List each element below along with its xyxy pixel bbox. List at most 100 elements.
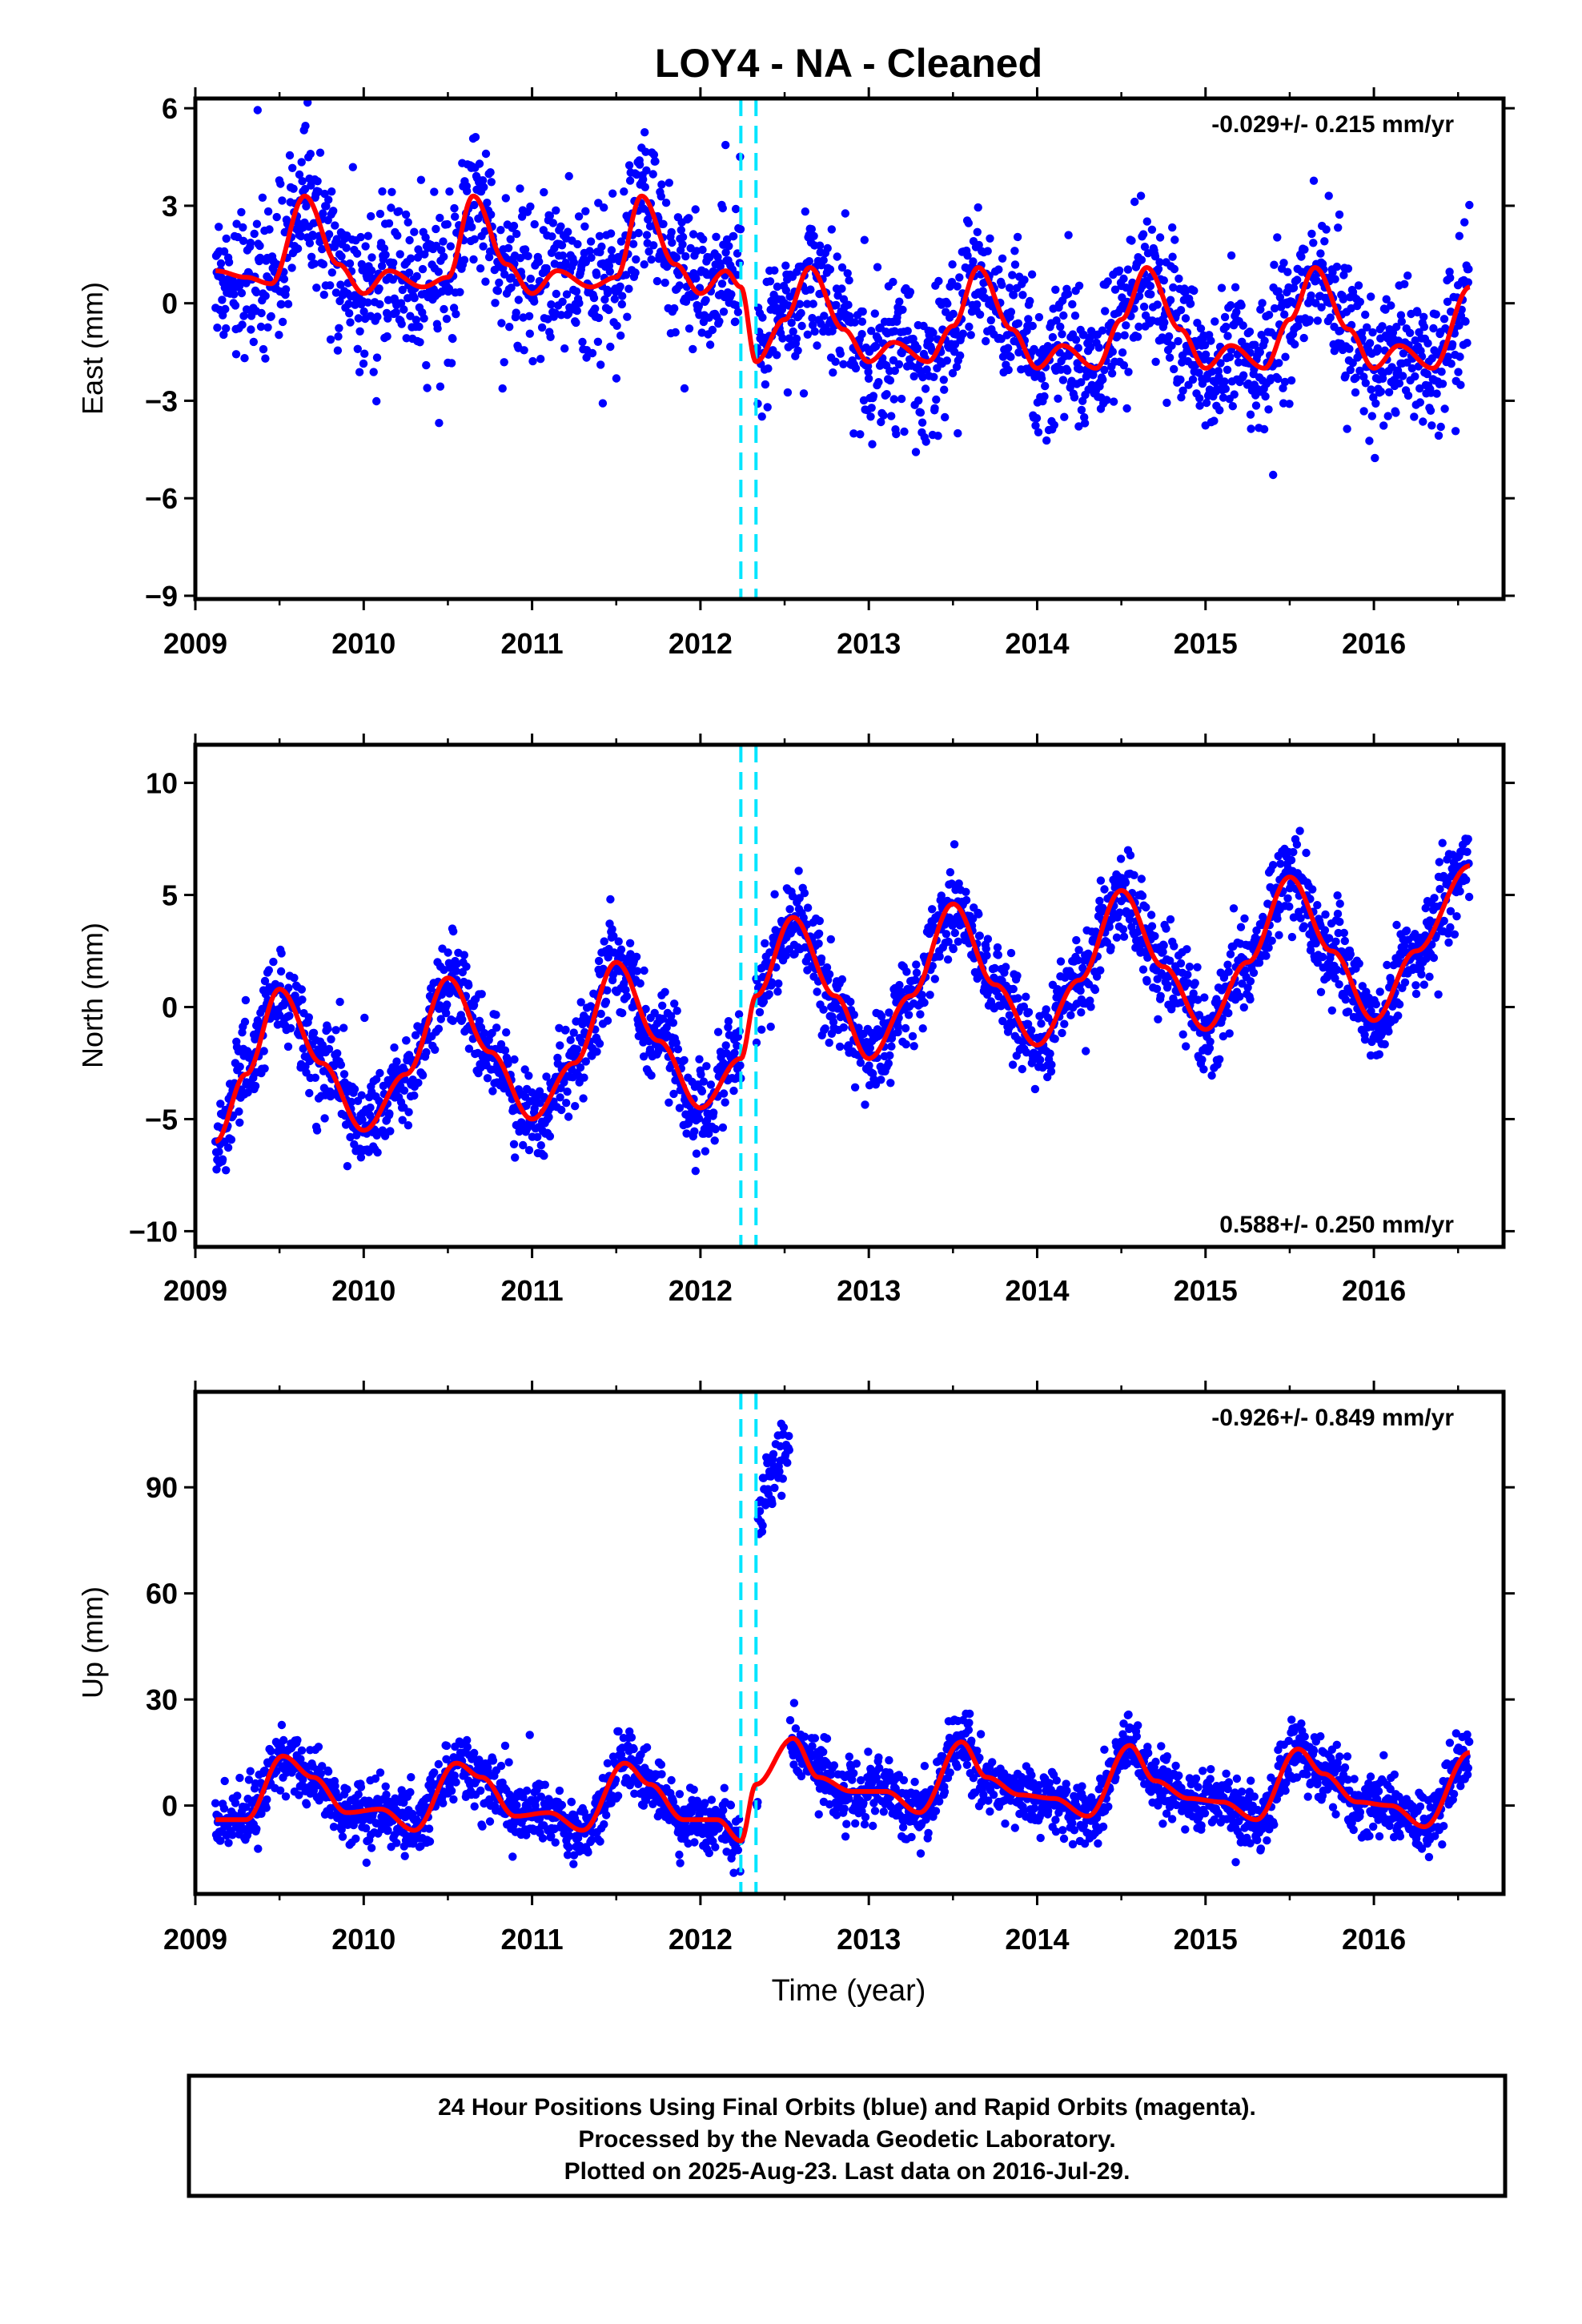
data-point <box>665 179 673 187</box>
data-point <box>1226 301 1235 310</box>
data-point <box>487 178 496 187</box>
data-point <box>343 1162 352 1171</box>
data-point <box>640 183 649 191</box>
data-point <box>1415 398 1425 407</box>
data-point <box>212 1165 221 1174</box>
data-point <box>1456 352 1464 361</box>
data-point <box>1443 297 1452 306</box>
data-point <box>865 1061 873 1070</box>
data-point <box>1299 922 1309 931</box>
data-point <box>965 322 974 332</box>
data-point <box>540 187 548 197</box>
data-point <box>481 149 491 159</box>
data-point <box>561 1025 570 1035</box>
data-point <box>724 1017 733 1026</box>
data-point <box>585 247 594 255</box>
data-point <box>1275 359 1283 368</box>
data-point <box>1134 322 1143 332</box>
data-point <box>1227 251 1236 260</box>
data-point <box>757 412 766 421</box>
data-point <box>578 337 587 347</box>
data-point <box>903 327 912 336</box>
data-point <box>886 1079 895 1088</box>
data-point <box>757 1025 766 1034</box>
data-point <box>581 207 590 215</box>
data-point <box>249 337 258 347</box>
data-point <box>314 1743 323 1751</box>
data-point <box>943 955 953 964</box>
data-point <box>1031 421 1040 430</box>
data-point <box>470 235 479 243</box>
data-point <box>1092 972 1102 981</box>
data-point <box>803 903 813 912</box>
data-point <box>1461 317 1470 326</box>
data-point <box>1307 229 1316 239</box>
data-point <box>326 335 335 344</box>
data-point <box>1224 1008 1233 1018</box>
data-point <box>1243 983 1252 992</box>
data-point <box>845 275 853 285</box>
data-point <box>342 243 351 252</box>
data-point <box>1380 1039 1389 1049</box>
data-point <box>1294 322 1303 331</box>
data-point <box>1419 980 1429 989</box>
data-point <box>797 308 805 318</box>
data-point <box>1267 936 1276 945</box>
x-tick-label: 2015 <box>1174 1274 1238 1307</box>
data-point <box>355 327 364 336</box>
data-point <box>857 330 866 339</box>
data-point <box>725 242 733 251</box>
data-point <box>1046 1067 1056 1076</box>
data-point <box>592 1047 601 1056</box>
data-point <box>278 196 287 205</box>
data-point <box>1429 953 1439 963</box>
data-point <box>536 355 545 364</box>
data-point <box>495 278 504 287</box>
data-point <box>600 937 608 946</box>
data-point <box>969 915 978 923</box>
data-point <box>711 1124 720 1134</box>
data-point <box>1170 942 1178 951</box>
data-point <box>605 267 614 276</box>
data-point <box>1262 951 1271 960</box>
data-point <box>1413 308 1422 317</box>
data-point <box>434 267 443 276</box>
data-point <box>572 306 581 316</box>
data-point <box>1082 372 1091 381</box>
data-point <box>396 299 406 308</box>
data-point <box>500 1046 510 1055</box>
data-point <box>1034 428 1043 436</box>
data-point <box>1022 992 1030 1001</box>
data-point <box>690 1127 699 1136</box>
data-point <box>953 282 962 291</box>
data-point <box>651 157 660 166</box>
data-point <box>1287 855 1296 865</box>
data-point <box>632 952 641 962</box>
data-point <box>678 232 688 242</box>
data-point <box>1136 191 1146 200</box>
data-point <box>355 368 364 376</box>
data-point <box>500 358 508 367</box>
data-point <box>263 1795 271 1804</box>
data-point <box>1232 308 1241 316</box>
data-point <box>604 305 613 315</box>
data-point <box>954 879 963 888</box>
data-point <box>1407 364 1417 373</box>
data-point <box>357 259 366 269</box>
plot-frame-2 <box>193 742 1506 1249</box>
data-point <box>659 219 668 228</box>
data-point <box>564 1112 573 1121</box>
data-point <box>624 284 633 293</box>
data-point <box>913 344 922 352</box>
data-point <box>1426 406 1435 415</box>
data-point <box>1002 963 1010 971</box>
data-point <box>697 1087 707 1096</box>
data-point <box>1103 277 1112 286</box>
data-point <box>430 187 439 196</box>
data-point <box>535 257 544 266</box>
data-point <box>1199 1065 1208 1074</box>
x-tick-label: 2013 <box>837 1274 901 1307</box>
data-point <box>617 300 626 309</box>
data-point <box>831 357 840 366</box>
data-point <box>1215 372 1223 381</box>
